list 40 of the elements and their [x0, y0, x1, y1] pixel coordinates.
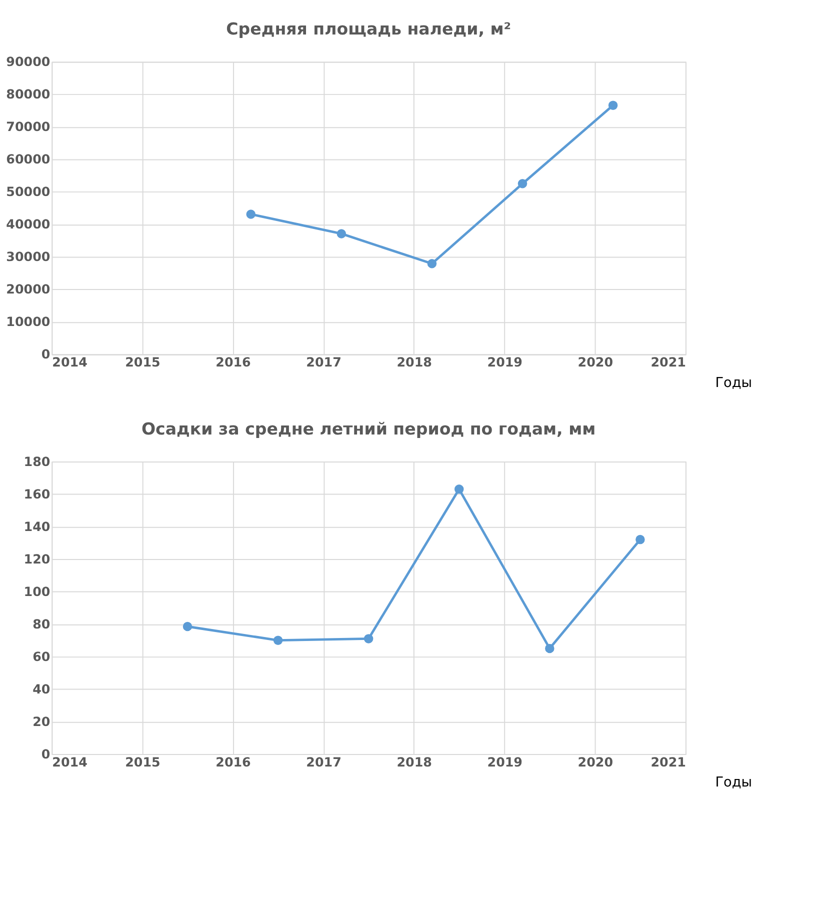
x-tick-label: 2015 [125, 354, 160, 370]
y-tick-label: 50000 [6, 184, 50, 200]
y-tick-label: 80000 [6, 86, 50, 102]
x-tick-label: 2016 [216, 354, 252, 370]
y-tick-label: 40000 [6, 216, 50, 232]
x-tick-label: 2016 [216, 754, 252, 770]
x-tick-label: 2020 [578, 754, 614, 770]
x-tick-label: 2015 [125, 754, 160, 770]
y-tick-label: 20 [32, 714, 50, 729]
y-tick-label: 70000 [6, 119, 50, 134]
y-tick-label: 140 [24, 518, 50, 534]
y-tick-label: 40 [32, 681, 50, 696]
x-tick-label: 2019 [487, 754, 522, 770]
x-tick-label: 2014 [52, 354, 88, 370]
y-tick-label: 60 [32, 648, 50, 664]
y-tick-label: 60000 [6, 152, 50, 167]
x-tick-label: 2021 [650, 754, 686, 770]
y-tick-label: 30000 [6, 249, 50, 264]
x-tick-label: 2018 [396, 754, 432, 770]
x-axis-title: Годы [715, 374, 752, 391]
x-tick-label: 2017 [306, 754, 342, 770]
y-tick-label: 0 [41, 746, 50, 762]
y-tick-label: 100 [24, 584, 50, 599]
y-tick-label: 180 [24, 454, 50, 469]
y-tick-label: 80 [32, 616, 50, 632]
x-tick-label: 2017 [306, 354, 342, 370]
chart-title: Осадки за средне летний период по годам, мм [141, 419, 596, 438]
x-tick-label: 2020 [578, 354, 614, 370]
x-tick-label: 2014 [52, 754, 88, 770]
y-tick-label: 120 [24, 551, 50, 566]
chart-title: Средняя площадь наледи, м² [226, 19, 512, 38]
x-tick-label: 2021 [650, 354, 686, 370]
y-tick-label: 160 [24, 486, 50, 502]
y-tick-label: 0 [41, 346, 50, 362]
y-tick-label: 90000 [6, 54, 50, 70]
y-tick-label: 20000 [6, 282, 50, 297]
x-tick-label: 2018 [396, 354, 432, 370]
x-axis-title: Годы [715, 774, 752, 791]
y-tick-label: 10000 [6, 314, 50, 330]
x-tick-label: 2019 [487, 354, 522, 370]
